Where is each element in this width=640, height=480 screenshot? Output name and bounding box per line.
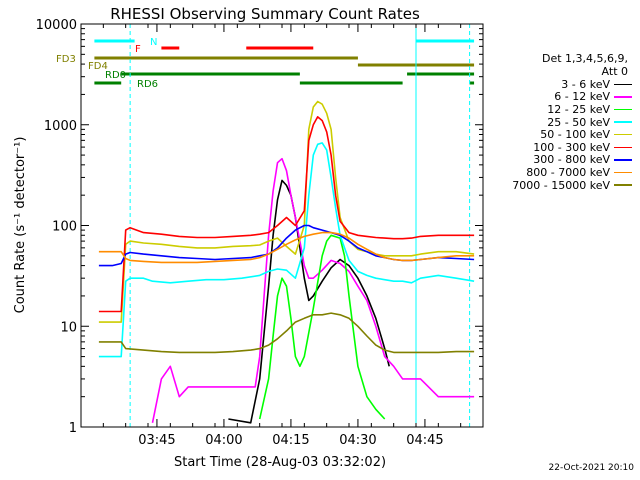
- legend-item-9: 7000 - 15000 keV: [482, 179, 632, 192]
- legend-swatch: [614, 171, 632, 174]
- legend-swatch: [614, 108, 632, 111]
- series-line-9: [98, 312, 475, 354]
- flag-label-fd4: FD4: [88, 61, 108, 72]
- x-tick-label-1: 04:00: [205, 433, 242, 448]
- y-tick-label-4: 10000: [36, 18, 77, 33]
- y-tick-label-1: 10: [60, 320, 77, 335]
- legend-label: 300 - 800 keV: [533, 153, 610, 167]
- legend-item-3: 12 - 25 keV: [482, 103, 632, 116]
- legend-swatch: [614, 83, 632, 86]
- legend-label: 25 - 50 keV: [547, 115, 610, 129]
- y-axis-ticks: 1 10 100 1000 10000: [36, 18, 483, 436]
- series-line-5: [98, 100, 475, 323]
- series-line-6: [98, 116, 475, 313]
- legend-label: 800 - 7000 keV: [526, 165, 610, 179]
- flag-label-rd0: RD0: [105, 70, 126, 81]
- flag-label-rd6: RD6: [137, 79, 158, 90]
- legend-item-8: 800 - 7000 keV: [482, 166, 632, 179]
- legend-swatch: [614, 133, 632, 136]
- series-line-2: [151, 157, 475, 423]
- legend-label: 6 - 12 keV: [554, 90, 610, 104]
- x-axis-ticks: 03:45 04:00 04:15 04:30 04:45: [102, 24, 462, 448]
- legend-item-5: 50 - 100 keV: [482, 128, 632, 141]
- x-tick-label-2: 04:15: [272, 433, 309, 448]
- y-tick-label-0: 1: [69, 421, 77, 436]
- attenuator-state-lines: [129, 24, 471, 427]
- legend-swatch: [614, 159, 632, 161]
- legend-label: 12 - 25 keV: [547, 102, 610, 116]
- legend-label: 50 - 100 keV: [540, 128, 610, 142]
- legend-item-6: 100 - 300 keV: [482, 141, 632, 154]
- x-tick-label-0: 03:45: [138, 433, 175, 448]
- y-axis-label: Count Rate (s⁻¹ detector⁻¹): [13, 137, 28, 314]
- legend-item-7: 300 - 800 keV: [482, 153, 632, 167]
- x-tick-label-4: 04:45: [406, 433, 443, 448]
- flag-label-n: N: [150, 37, 157, 48]
- legend-header-detectors: Det 1,3,4,5,6,9,: [541, 52, 628, 65]
- legend-label: 3 - 6 keV: [561, 77, 610, 91]
- energy-band-series: [98, 100, 475, 424]
- legend-swatch: [614, 121, 632, 123]
- legend-header-attenuator: Att 0: [601, 65, 628, 78]
- legend-item-4: 25 - 50 keV: [482, 116, 632, 129]
- x-tick-label-3: 04:30: [339, 433, 376, 448]
- series-line-4: [98, 142, 475, 358]
- series-line-8: [98, 231, 475, 264]
- flag-label-fd3: FD3: [56, 54, 76, 65]
- x-axis-label: Start Time (28-Aug-03 03:32:02): [174, 455, 386, 470]
- legend-label: 100 - 300 keV: [533, 140, 610, 154]
- legend: Det 1,3,4,5,6,9, Att 0 3 - 6 keV 6 - 12 k…: [482, 52, 632, 192]
- legend-swatch: [614, 96, 632, 98]
- legend-items: 3 - 6 keV 6 - 12 keV 12 - 25 keV 25 - 50 ke…: [482, 78, 632, 192]
- legend-label: 7000 - 15000 keV: [512, 178, 610, 192]
- series-line-3: [258, 234, 386, 420]
- legend-item-2: 6 - 12 keV: [482, 90, 632, 104]
- legend-swatch: [614, 184, 632, 186]
- chart-title: RHESSI Observing Summary Count Rates: [110, 5, 420, 23]
- generation-timestamp: 22-Oct-2021 20:10: [548, 463, 634, 473]
- legend-swatch: [614, 146, 632, 149]
- y-tick-label-2: 100: [52, 220, 77, 235]
- y-tick-label-3: 1000: [44, 119, 77, 134]
- flag-label-f: F: [135, 44, 141, 55]
- legend-item-1: 3 - 6 keV: [482, 78, 632, 91]
